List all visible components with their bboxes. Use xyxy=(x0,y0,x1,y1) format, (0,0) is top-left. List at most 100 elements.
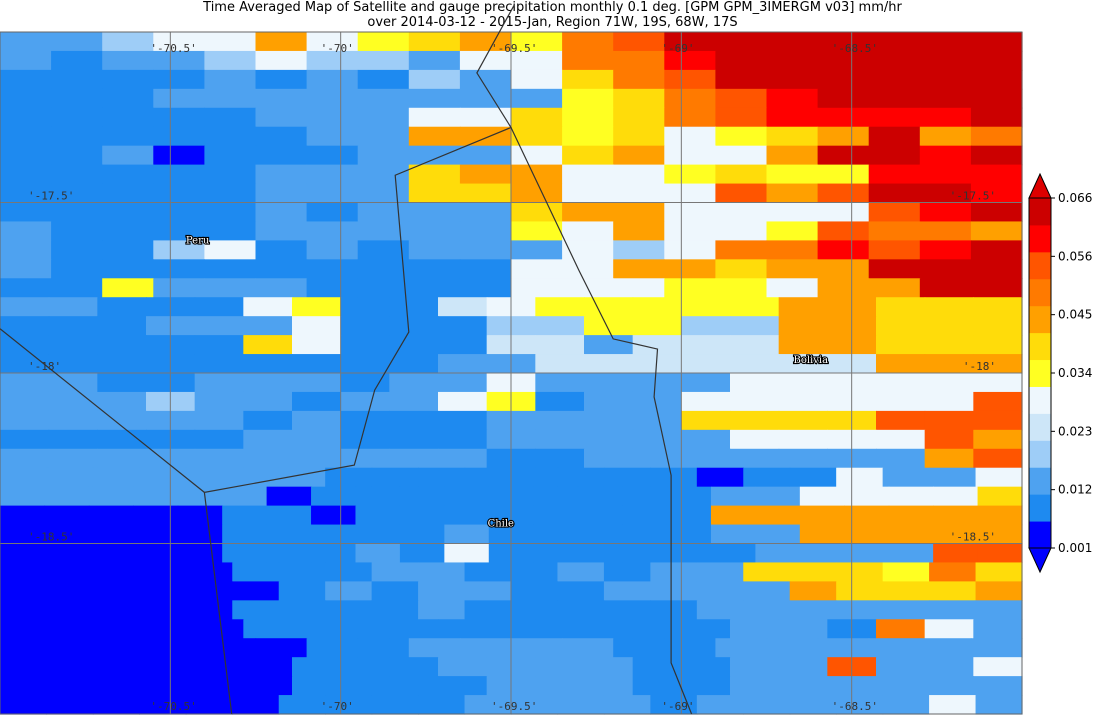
grid-cell xyxy=(817,183,870,204)
grid-cell xyxy=(139,467,187,488)
grid-cell xyxy=(557,695,605,715)
grid-cell xyxy=(51,50,103,71)
grid-cell xyxy=(664,164,716,185)
grid-cell xyxy=(868,221,921,241)
grid-cell xyxy=(408,69,461,90)
colorbar-label: 0.023 xyxy=(1058,424,1092,438)
grid-cell xyxy=(562,50,614,71)
colorbar-label: 0.012 xyxy=(1058,483,1092,497)
grid-cell xyxy=(292,391,342,412)
grid-cell xyxy=(255,259,308,279)
grid-cell xyxy=(715,145,768,166)
lon-label-bottom: '-70' xyxy=(321,700,354,713)
grid-cell xyxy=(836,695,884,715)
map-frame xyxy=(0,31,1023,715)
colorbar-swatch xyxy=(1029,198,1051,226)
grid-cell xyxy=(664,278,716,298)
grid-cell xyxy=(799,524,845,545)
grid-cell xyxy=(97,619,147,639)
grid-cell xyxy=(418,581,466,601)
grid-cell xyxy=(766,221,819,241)
grid-cell xyxy=(613,69,665,90)
grid-cell xyxy=(48,316,98,336)
grid-cell xyxy=(681,410,731,431)
grid-cell xyxy=(255,32,308,52)
grid-cell xyxy=(584,297,634,317)
grid-cell xyxy=(919,240,972,260)
grid-cell xyxy=(255,278,308,298)
grid-cell xyxy=(973,373,1023,393)
grid-cell xyxy=(0,657,50,677)
grid-cell xyxy=(0,183,52,204)
grid-cell xyxy=(292,448,342,469)
grid-cell xyxy=(459,145,512,166)
grid-cell xyxy=(0,581,48,601)
grid-cell xyxy=(817,32,870,52)
grid-cell xyxy=(357,32,410,52)
grid-cell xyxy=(730,373,780,393)
grid-cell xyxy=(924,297,974,317)
grid-cell xyxy=(204,126,257,147)
grid-cell xyxy=(306,126,359,147)
grid-cell xyxy=(306,145,359,166)
grid-cell xyxy=(766,126,819,147)
grid-cell xyxy=(882,581,930,601)
grid-cell xyxy=(730,657,780,677)
grid-cell xyxy=(0,32,52,52)
grid-cell xyxy=(444,486,490,507)
grid-cell xyxy=(0,278,52,298)
grid-cell xyxy=(459,88,512,109)
grid-cell xyxy=(844,524,890,545)
grid-cell xyxy=(650,467,698,488)
grid-cell xyxy=(306,107,359,128)
colorbar-swatch xyxy=(1029,413,1051,441)
grid-cell xyxy=(632,391,682,412)
grid-cell xyxy=(389,676,439,696)
grid-cell xyxy=(535,297,585,317)
grid-cell xyxy=(766,183,819,204)
grid-cell xyxy=(153,69,205,90)
grid-cell xyxy=(399,505,445,526)
grid-cell xyxy=(325,695,373,715)
grid-cell xyxy=(715,638,768,658)
grid-cell xyxy=(51,183,103,204)
grid-cell xyxy=(243,297,293,317)
grid-cell xyxy=(0,316,50,336)
grid-cell xyxy=(664,145,716,166)
grid-cell xyxy=(292,316,342,336)
colorbar-swatch xyxy=(1029,494,1051,522)
grid-cell xyxy=(973,335,1023,355)
grid-cell xyxy=(204,88,257,109)
grid-cell xyxy=(789,467,837,488)
grid-cell xyxy=(664,88,716,109)
grid-cell xyxy=(48,619,98,639)
grid-cell xyxy=(340,335,390,355)
grid-cell xyxy=(355,505,401,526)
grid-cell xyxy=(357,259,410,279)
grid-cell xyxy=(557,600,605,620)
grid-cell xyxy=(975,562,1023,582)
grid-cell xyxy=(464,600,512,620)
grid-cell xyxy=(88,543,134,564)
grid-cell xyxy=(357,69,410,90)
colorbar-swatch xyxy=(1029,278,1051,307)
grid-cell xyxy=(755,505,801,526)
lon-label-bottom: '-69' xyxy=(661,700,694,713)
grid-cell xyxy=(464,581,512,601)
grid-cell xyxy=(535,391,585,412)
grid-cell xyxy=(139,695,187,715)
grid-cell xyxy=(357,107,410,128)
grid-cell xyxy=(632,429,682,450)
grid-cell xyxy=(876,676,926,696)
grid-cell xyxy=(311,486,357,507)
grid-cell xyxy=(562,126,614,147)
grid-cell xyxy=(243,676,293,696)
grid-cell xyxy=(562,88,614,109)
grid-cell xyxy=(204,638,257,658)
grid-cell xyxy=(681,316,731,336)
grid-cell xyxy=(876,448,926,469)
grid-cell xyxy=(622,505,668,526)
grid-cell xyxy=(389,429,439,450)
grid-cell xyxy=(51,32,103,52)
lon-label-top: '-70' xyxy=(321,42,354,55)
